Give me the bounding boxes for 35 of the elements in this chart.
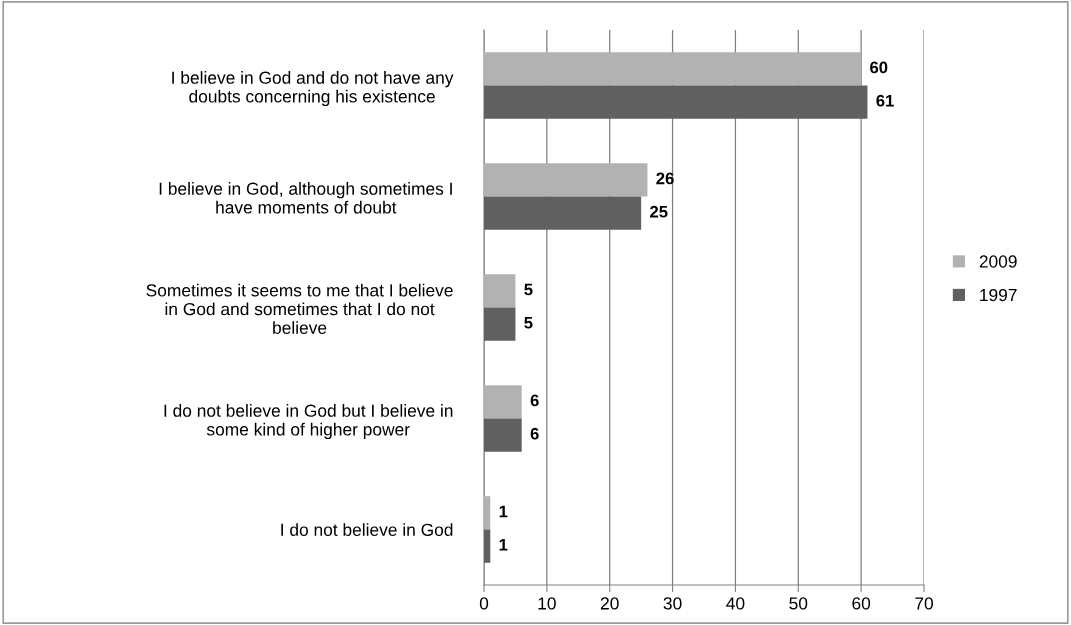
y-tick-label: Sometimes it seems to me that I believe in God and sometimes that I do not believe xyxy=(146,283,453,334)
x-tick-label: 50 xyxy=(789,597,808,610)
legend-label: 2009 xyxy=(979,255,1017,268)
x-tick-label: 20 xyxy=(600,597,619,610)
data-label: 5 xyxy=(524,283,533,296)
y-tick-label: I do not believe in God but I believe in some kind of higher power xyxy=(164,404,453,439)
y-tick-label: I believe in God, although sometimes I have moments of doubt xyxy=(159,182,452,214)
x-tick-label: 70 xyxy=(915,597,933,610)
y-tick-label: I believe in God and do not have any doubts concerning his existence xyxy=(172,71,454,106)
bar xyxy=(484,418,522,452)
x-tick-label: 30 xyxy=(663,597,682,610)
bar xyxy=(484,274,516,308)
data-label: 6 xyxy=(530,427,539,440)
data-label: 1 xyxy=(499,505,508,518)
data-label: 5 xyxy=(524,316,533,329)
data-label: 26 xyxy=(656,172,674,185)
x-tick-label: 0 xyxy=(479,597,489,610)
bar xyxy=(484,529,491,563)
bar xyxy=(484,307,516,341)
data-label: 61 xyxy=(876,94,894,107)
x-tick-label: 40 xyxy=(726,597,745,610)
x-tick-label: 10 xyxy=(538,597,556,610)
data-label: 25 xyxy=(650,205,668,218)
x-tick-label: 60 xyxy=(852,597,871,610)
data-label: 6 xyxy=(530,394,539,407)
legend-label: 1997 xyxy=(980,288,1017,302)
bar xyxy=(484,496,491,530)
bar xyxy=(484,163,648,197)
data-label: 60 xyxy=(870,61,888,74)
y-tick-label: I do not believe in God xyxy=(281,523,453,536)
data-label: 1 xyxy=(499,538,508,551)
bar xyxy=(484,196,642,230)
bar xyxy=(484,85,868,119)
bar xyxy=(484,385,522,419)
bar xyxy=(484,52,862,86)
